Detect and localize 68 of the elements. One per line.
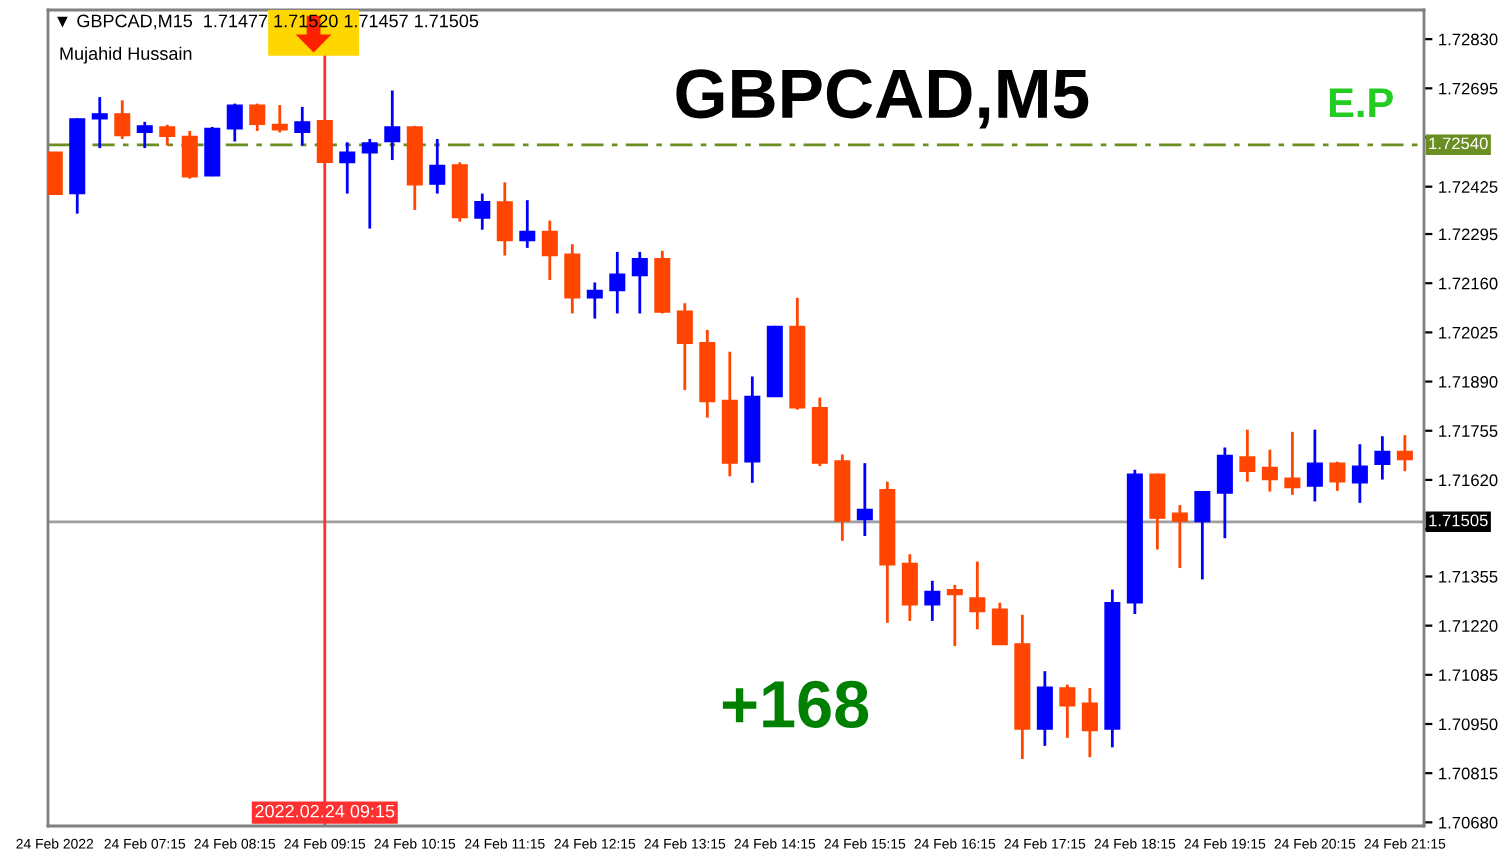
candlestick bbox=[946, 583, 963, 648]
candlestick bbox=[1036, 669, 1053, 748]
candlestick bbox=[159, 123, 176, 147]
candlestick bbox=[1306, 428, 1323, 503]
y-tick-label: 1.71620 bbox=[1439, 474, 1498, 487]
candlestick bbox=[204, 125, 221, 178]
y-tick-label: 1.70815 bbox=[1439, 767, 1498, 780]
candlestick bbox=[384, 89, 401, 162]
annotation: +168 bbox=[722, 680, 869, 729]
candlestick bbox=[991, 601, 1008, 646]
candlestick bbox=[361, 137, 378, 230]
candlestick bbox=[429, 137, 446, 195]
candlestick bbox=[1216, 446, 1233, 540]
candlestick bbox=[316, 118, 333, 166]
candlestick bbox=[901, 552, 918, 623]
candlestick bbox=[856, 461, 873, 538]
candlestick bbox=[1171, 503, 1188, 570]
ref-line-label: 2022.02.24 09:15 bbox=[255, 804, 395, 818]
candlestick bbox=[249, 102, 266, 133]
candlestick bbox=[114, 98, 131, 141]
candlestick bbox=[339, 140, 356, 195]
candlestick bbox=[48, 151, 63, 196]
candlestick bbox=[181, 129, 198, 181]
candlestick bbox=[474, 192, 491, 232]
candlestick bbox=[1351, 442, 1368, 505]
candlestick bbox=[271, 103, 288, 134]
annotation: E.P bbox=[1329, 88, 1393, 118]
y-tick-label: 1.71890 bbox=[1439, 375, 1498, 388]
y-tick-label: 1.70950 bbox=[1439, 718, 1498, 731]
y-tick-label: 1.72695 bbox=[1439, 82, 1498, 95]
candlestick bbox=[541, 219, 558, 282]
candlestick bbox=[676, 301, 693, 392]
candlestick bbox=[564, 242, 581, 315]
candlestick bbox=[294, 105, 311, 147]
y-tick-label: 1.72295 bbox=[1439, 228, 1498, 241]
candlestick bbox=[1059, 683, 1076, 740]
candlestick bbox=[1194, 490, 1211, 581]
candlestick bbox=[226, 102, 243, 143]
y-tick-label: 1.72425 bbox=[1439, 181, 1498, 193]
candlestick bbox=[1374, 434, 1391, 481]
y-tick-label: 1.71220 bbox=[1439, 620, 1498, 632]
y-tick-label: 1.72160 bbox=[1439, 277, 1498, 290]
ref-line-label: 1.71505 bbox=[1429, 514, 1488, 527]
candlestick bbox=[1396, 433, 1413, 473]
candlestick bbox=[609, 250, 626, 315]
candlestick bbox=[1149, 472, 1166, 551]
candlestick bbox=[1261, 448, 1278, 493]
candlestick bbox=[136, 120, 153, 150]
candlestick bbox=[631, 250, 648, 315]
candlestick bbox=[496, 180, 513, 257]
text: GBPCAD,M5 bbox=[676, 69, 1089, 129]
candlestick bbox=[1284, 430, 1301, 497]
y-tick-label: 1.70680 bbox=[1439, 816, 1498, 829]
candlestick bbox=[1081, 686, 1098, 759]
y-tick-label: 1.71355 bbox=[1439, 570, 1498, 583]
candlestick bbox=[1239, 428, 1256, 484]
y-tick-label: 1.71755 bbox=[1439, 425, 1498, 437]
y-tick-label: 1.72830 bbox=[1439, 33, 1498, 46]
candlestick bbox=[924, 579, 941, 623]
y-tick-label: 1.71085 bbox=[1439, 669, 1498, 682]
candlestick bbox=[519, 198, 536, 250]
annotation: Mujahid Hussain bbox=[60, 46, 192, 64]
candlestick bbox=[586, 281, 603, 320]
y-tick-label: 1.72025 bbox=[1439, 326, 1498, 339]
candlestick bbox=[969, 560, 986, 631]
candlestick bbox=[1329, 460, 1346, 493]
ref-line-label: 1.72540 bbox=[1429, 137, 1488, 150]
candlestick bbox=[91, 95, 108, 150]
